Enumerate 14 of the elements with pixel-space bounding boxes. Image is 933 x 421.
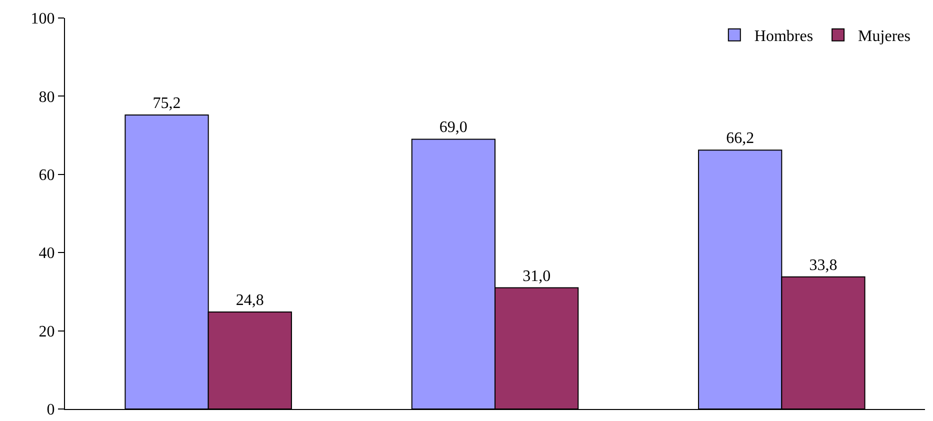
y-tick-label: 20 (38, 323, 55, 340)
y-tick-label: 80 (38, 88, 55, 106)
data-label: 75,2 (152, 94, 181, 112)
y-tick-label: 100 (30, 10, 55, 28)
data-label: 33,8 (809, 256, 838, 274)
legend-label: Mujeres (858, 28, 910, 46)
y-tick-label: 40 (38, 245, 55, 262)
data-label: 24,8 (236, 292, 264, 310)
data-label: 66,2 (726, 130, 754, 148)
legend-label: Hombres (754, 28, 814, 46)
y-tick-label: 60 (38, 167, 55, 184)
data-label: 69,0 (439, 119, 468, 136)
y-tick-label: 0 (46, 402, 55, 419)
data-label: 31,0 (522, 268, 551, 285)
